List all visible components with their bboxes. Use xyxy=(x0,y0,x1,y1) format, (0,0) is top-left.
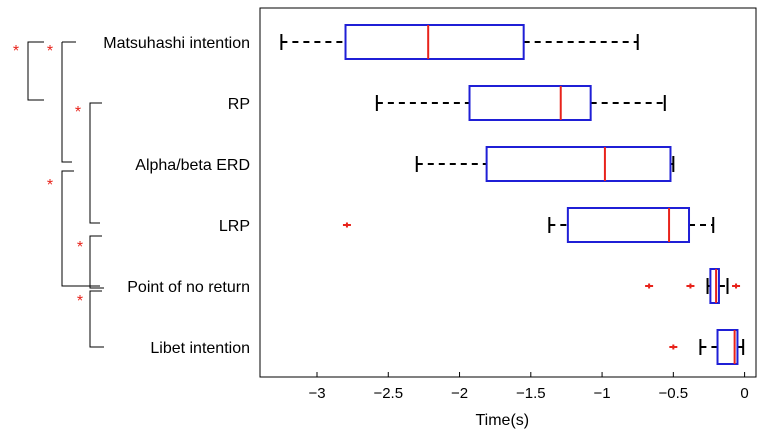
significance-star: * xyxy=(75,104,81,121)
iqr-box xyxy=(709,268,720,304)
box-4 xyxy=(645,268,741,304)
bracket-ponr-libet xyxy=(89,290,104,348)
significance-star: * xyxy=(77,239,83,256)
iqr-box xyxy=(344,24,525,60)
category-label: Libet intention xyxy=(150,340,250,357)
box-5 xyxy=(669,329,745,365)
significance-star: * xyxy=(13,43,19,60)
outlier-point xyxy=(342,222,351,228)
plot-frame xyxy=(259,7,757,378)
box-3 xyxy=(342,207,715,243)
bracket-rp-lrp xyxy=(89,102,102,224)
category-label: Alpha/beta ERD xyxy=(135,157,250,174)
x-tick-label: −2 xyxy=(451,385,468,402)
category-label: LRP xyxy=(219,218,250,235)
outlier-point xyxy=(732,283,741,289)
iqr-box xyxy=(716,329,739,365)
iqr-box xyxy=(485,146,672,182)
outlier-point xyxy=(686,283,695,289)
significance-star: * xyxy=(47,177,53,194)
x-tick-label: −3 xyxy=(308,385,325,402)
bracket-matsuhashi-alpha xyxy=(61,42,72,163)
iqr-box xyxy=(468,85,592,121)
significance-brackets: * * * * * * xyxy=(13,41,104,348)
x-tick-label: −1 xyxy=(594,385,611,402)
box-0 xyxy=(280,24,639,60)
bracket-lrp-ponr xyxy=(89,235,104,289)
bracket-matsuhashi-rp xyxy=(27,41,44,101)
category-label: RP xyxy=(228,96,250,113)
x-tick-label: 0 xyxy=(740,385,748,402)
x-tick-label: −1.5 xyxy=(516,385,546,402)
category-labels: Matsuhashi intention RP Alpha/beta ERD LRP P… xyxy=(103,35,250,357)
plot-area xyxy=(259,7,757,378)
iqr-box xyxy=(566,207,691,243)
category-label: Matsuhashi intention xyxy=(103,35,250,52)
bracket-alpha-ponr xyxy=(61,170,100,287)
box-1 xyxy=(375,85,666,121)
outlier-point xyxy=(669,344,678,350)
significance-star: * xyxy=(77,293,83,310)
x-tick-label: −0.5 xyxy=(659,385,689,402)
outlier-point xyxy=(645,283,654,289)
x-axis-title: Time(s) xyxy=(475,412,529,429)
significance-star: * xyxy=(47,43,53,60)
x-axis: −3 −2.5 −2 −1.5 −1 −0.5 0 Time(s) xyxy=(308,372,749,429)
x-tick-label: −2.5 xyxy=(373,385,403,402)
box-2 xyxy=(415,146,675,182)
category-label: Point of no return xyxy=(127,279,250,296)
